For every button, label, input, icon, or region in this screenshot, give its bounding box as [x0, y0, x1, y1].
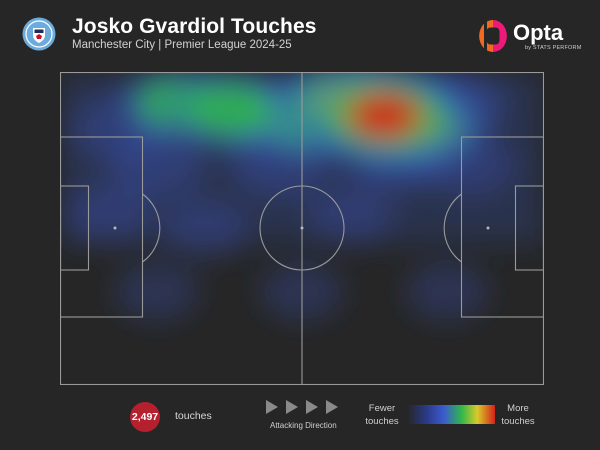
legend: 2,497 touches Attacking Direction Fewer …: [0, 392, 600, 450]
heat-halo: [405, 262, 489, 321]
heat-halo: [162, 198, 249, 259]
brand-tagline: by STATS PERFORM: [525, 45, 582, 51]
left-penalty-arc: [142, 193, 161, 263]
manchester-city-crest-icon: [22, 17, 56, 51]
arrow-right-icon: [286, 400, 298, 414]
heat-halo: [307, 182, 394, 243]
heat-core: [364, 103, 405, 128]
brand-name: Opta: [513, 20, 564, 45]
arrow-right-icon: [266, 400, 278, 414]
legend-fewer-line2: touches: [365, 416, 399, 427]
attacking-direction-label: Attacking Direction: [270, 421, 337, 430]
left-goal: [60, 208, 62, 248]
heat-halo: [114, 261, 199, 321]
pitch-markings: [60, 72, 544, 385]
legend-more-label: More touches: [498, 402, 538, 428]
chart-subtitle: Manchester City | Premier League 2024-25: [72, 39, 292, 51]
right-penalty-spot: [486, 226, 490, 230]
legend-fewer-line1: Fewer: [368, 403, 396, 414]
opta-logo-icon: Opta by STATS PERFORM: [478, 18, 588, 54]
legend-more-line2: touches: [501, 416, 535, 427]
arrow-right-icon: [326, 400, 338, 414]
attacking-direction-arrows: [266, 400, 342, 416]
right-goal: [542, 208, 544, 248]
heat-halo: [64, 182, 153, 244]
pitch-heatmap: [60, 72, 544, 385]
legend-more-line1: More: [507, 403, 529, 414]
touch-count-label: touches: [175, 410, 212, 422]
arrow-right-icon: [306, 400, 318, 414]
legend-fewer-label: Fewer touches: [358, 402, 406, 428]
color-scale-bar: [407, 405, 495, 424]
centre-circle: [259, 185, 345, 271]
header: Josko Gvardiol Touches Manchester City |…: [0, 0, 600, 66]
left-penalty-spot: [113, 226, 117, 230]
touch-count-badge: 2,497: [130, 402, 160, 432]
chart-title: Josko Gvardiol Touches: [72, 15, 317, 38]
heat-blob: [185, 81, 274, 138]
right-penalty-arc: [443, 193, 462, 263]
centre-spot: [300, 226, 304, 230]
